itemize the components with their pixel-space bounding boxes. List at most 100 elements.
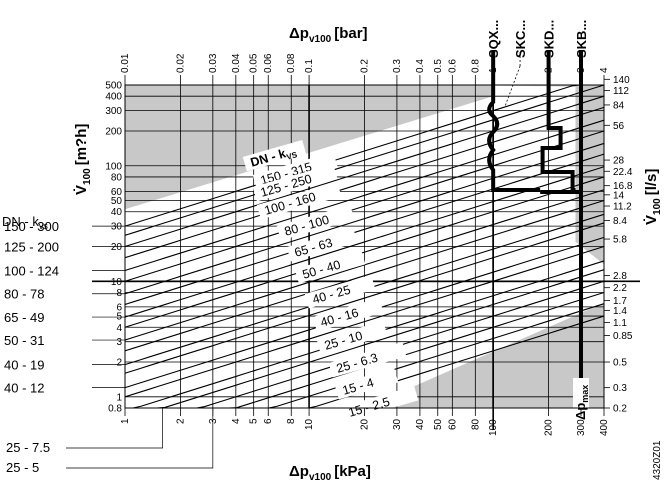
dn-label: 25 - 7.5 <box>6 440 50 455</box>
right-tick-label: 28 <box>613 156 625 167</box>
dn-leader <box>66 408 163 449</box>
bottom-tick-label: 400 <box>599 419 610 436</box>
left-tick-label: 80 <box>111 172 123 183</box>
dn-label: 50 - 31 <box>4 333 44 348</box>
valve-line <box>487 50 541 192</box>
left-tick-label: 1 <box>116 392 122 403</box>
axis-ticks: 0.01 0.02 0.03 0.04 0.05 0.06 0.08 0.1 0.2 0.3 0.4… <box>105 53 633 436</box>
dn-label: 65 - 49 <box>4 310 44 325</box>
band-label-bg <box>340 385 419 422</box>
left-tick-label: 2 <box>116 358 122 369</box>
top-tick-label: 0.2 <box>360 59 371 73</box>
top-tick-label: 0.04 <box>231 53 242 73</box>
bottom-tick-label: 30 <box>392 418 403 430</box>
top-tick-label: 2 <box>544 67 555 73</box>
right-tick-label: 11.2 <box>613 202 632 213</box>
bottom-tick-label: 20 <box>360 418 371 430</box>
top-tick-label: 0.02 <box>175 53 186 73</box>
title-top: Δpv100 [bar] <box>289 25 368 45</box>
dn-label: 125 - 200 <box>4 240 59 255</box>
kvs-line <box>124 189 605 341</box>
title-bottom: Δpv100 [kPa] <box>289 463 371 483</box>
valve-line <box>540 50 576 192</box>
band-label-bg <box>312 297 384 332</box>
bottom-tick-label: 50 <box>433 418 444 430</box>
bottom-tick-label: 6 <box>263 418 274 424</box>
dn-label: 150 - 300 <box>4 219 59 234</box>
dn-label: 25 - 5 <box>6 460 39 475</box>
right-tick-label: 2.2 <box>613 283 627 294</box>
top-tick-label: 0.05 <box>249 53 260 73</box>
valve-label: SKB... <box>574 20 589 58</box>
bottom-tick-label: 40 <box>415 418 426 430</box>
bottom-tick-label: 8 <box>286 418 297 424</box>
top-tick-label: 0.03 <box>208 53 219 73</box>
kvs-line <box>124 222 605 374</box>
dpmax-sub: max <box>580 385 590 403</box>
kvs-line <box>124 153 605 305</box>
doc-number: 4320Z01 <box>652 440 663 480</box>
band-label-bg <box>252 163 338 202</box>
band-label-bg <box>316 320 388 355</box>
right-tick-label: 112 <box>613 86 629 97</box>
left-tick-label: 20 <box>111 242 123 253</box>
ylabel-right: V̇100[l/s] <box>643 169 663 225</box>
valve-label: SKC... <box>513 20 528 58</box>
left-tick-label: 30 <box>111 222 123 233</box>
valve-line <box>504 65 521 107</box>
right-tick-label: 140 <box>613 75 630 86</box>
band-label-bg <box>328 341 407 378</box>
dn-label: 100 - 124 <box>4 263 59 278</box>
kvs-line <box>124 106 605 259</box>
band-label-bg <box>256 181 342 220</box>
left-tick-label: 300 <box>105 106 122 117</box>
right-tick-label: 8.4 <box>613 216 627 227</box>
top-tick-label: 4 <box>599 67 610 73</box>
left-tick-label: 200 <box>105 126 122 137</box>
band-label-bg <box>304 274 376 309</box>
right-tick-label: 22.4 <box>613 167 633 178</box>
band-label-bg <box>334 367 399 400</box>
kvs-line <box>124 142 605 295</box>
left-tick-label: 40 <box>111 207 123 218</box>
top-tick-label: 0.4 <box>415 59 426 73</box>
right-tick-label: 1.7 <box>613 296 627 307</box>
left-tick-label: 3 <box>116 337 122 348</box>
right-tick-label: 84 <box>613 100 625 111</box>
right-tick-label: 1.1 <box>613 318 627 329</box>
band-label-bg <box>242 139 307 172</box>
left-tick-label: 60 <box>111 187 123 198</box>
right-tick-label: 16.8 <box>613 181 633 192</box>
gray-region-bottom <box>364 302 604 408</box>
ylabel-left: V̇100[m?h] <box>73 124 93 195</box>
valve-label: SKD... <box>542 20 557 58</box>
top-tick-label: 0.3 <box>392 59 403 73</box>
kvs-line <box>124 84 605 236</box>
valve-label: SQX... <box>486 20 501 58</box>
left-tick-label: 0.8 <box>108 404 122 415</box>
band-label-bg <box>294 249 366 284</box>
bottom-tick-label: 200 <box>544 419 555 436</box>
bottom-tick-label: 100 <box>488 419 499 436</box>
left-tick-label: 6 <box>116 302 122 313</box>
right-tick-label: 0.85 <box>613 331 633 342</box>
top-tick-label: 0.08 <box>286 53 297 73</box>
right-tick-label: 2.8 <box>613 271 627 282</box>
dpmax-label: Δpmax <box>573 378 590 426</box>
left-tick-label: 50 <box>111 196 123 207</box>
dn-label: 80 - 78 <box>4 287 44 302</box>
bottom-tick-label: 10 <box>304 418 315 430</box>
top-tick-label: 3 <box>576 67 587 73</box>
left-tick-label: 10 <box>111 277 123 288</box>
bottom-tick-label: 2 <box>175 418 186 424</box>
kvs-line <box>124 200 605 352</box>
dn-left-labels: 150 - 300 125 - 200 100 - 124 80 - 78 65 - 4… <box>4 219 214 475</box>
right-tick-label: 0.3 <box>613 383 627 394</box>
top-tick-label: 0.06 <box>263 53 274 73</box>
bottom-tick-label: 1 <box>120 418 131 424</box>
dn-label: 40 - 12 <box>4 381 44 396</box>
kvs-line <box>124 84 604 227</box>
kvs-line <box>125 269 605 409</box>
bottom-tick-label: 80 <box>470 418 481 430</box>
bottom-tick-label: 60 <box>447 418 458 430</box>
